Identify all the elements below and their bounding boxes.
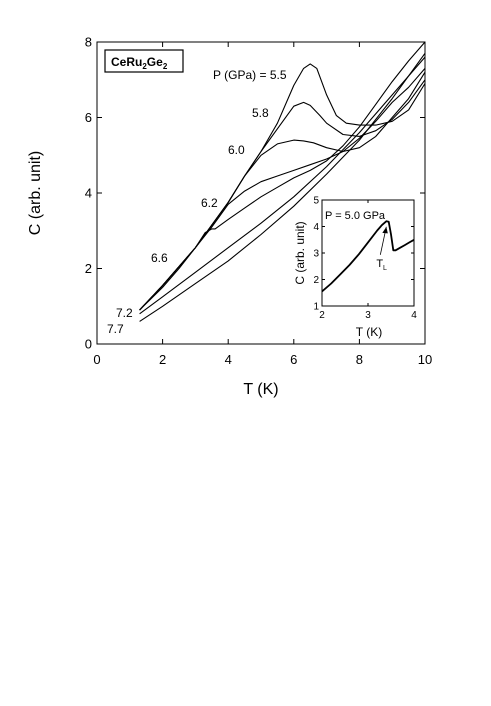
main-x-tick-label-4: 8 xyxy=(356,352,363,367)
inset-y-tick-label-1: 2 xyxy=(313,275,319,286)
main-x-tick-label-0: 0 xyxy=(93,352,100,367)
tl-arrow-head-icon xyxy=(382,226,388,234)
y-axis-label: C (arb. unit) xyxy=(27,151,44,235)
main-series-line-7-7 xyxy=(139,52,426,322)
inset-y-tick-label-4: 5 xyxy=(313,196,319,207)
inset-y-tick-label-2: 3 xyxy=(313,249,319,260)
sample-name: CeRu2Ge2 xyxy=(111,55,168,71)
pressure-label-6-6: 6.6 xyxy=(151,251,168,265)
inset-x-tick-label-0: 2 xyxy=(319,310,325,321)
main-y-tick-label-4: 8 xyxy=(85,35,92,50)
main-x-tick-label-5: 10 xyxy=(418,352,432,367)
pressure-label-7-2: 7.2 xyxy=(116,306,133,320)
main-x-tick-label-2: 4 xyxy=(225,352,232,367)
tl-annotation-sub: L xyxy=(383,265,387,272)
inset-y-axis-label: C (arb. unit) xyxy=(293,221,307,284)
inset-y-tick-label-0: 1 xyxy=(313,302,319,313)
sample-name-ge: Ge xyxy=(147,55,163,69)
sample-name-box xyxy=(104,49,184,73)
pressure-label-5-8: 5.8 xyxy=(252,106,269,120)
tl-annotation-t: T xyxy=(376,258,383,270)
pressure-label-7-7: 7.7 xyxy=(107,322,124,336)
main-y-tick-label-1: 2 xyxy=(85,261,92,276)
pressure-label-6-2: 6.2 xyxy=(201,196,218,210)
pressure-label-5-5: 5.5 xyxy=(270,68,287,82)
pressure-prefix: P (GPa) = xyxy=(213,68,270,82)
main-x-tick-label-1: 2 xyxy=(159,352,166,367)
x-axis-label: T (K) xyxy=(243,381,278,398)
main-y-tick-label-0: 0 xyxy=(85,337,92,352)
main-x-tick-label-3: 6 xyxy=(290,352,297,367)
pressure-label-6-0: 6.0 xyxy=(228,143,245,157)
main-series-line-7-2 xyxy=(139,56,426,315)
inset-title: P = 5.0 GPa xyxy=(325,210,386,222)
inset-x-tick-label-2: 4 xyxy=(411,310,417,321)
inset-x-axis-label: T (K) xyxy=(356,325,382,339)
main-y-tick-label-3: 6 xyxy=(85,110,92,125)
inset-series-line-0 xyxy=(321,220,415,293)
main-series-line-6-6 xyxy=(139,41,426,311)
tl-annotation: TL xyxy=(376,258,387,272)
main-y-tick-label-2: 4 xyxy=(85,186,92,201)
sample-name-sub-1: 2 xyxy=(142,62,147,71)
sample-name-ce-ru: CeRu xyxy=(111,55,142,69)
sample-name-sub-2: 2 xyxy=(163,62,168,71)
pressure-legend: P (GPa) = 5.5 xyxy=(213,68,287,82)
inset-y-tick-label-3: 4 xyxy=(313,222,319,233)
inset-x-tick-label-1: 3 xyxy=(365,310,371,321)
